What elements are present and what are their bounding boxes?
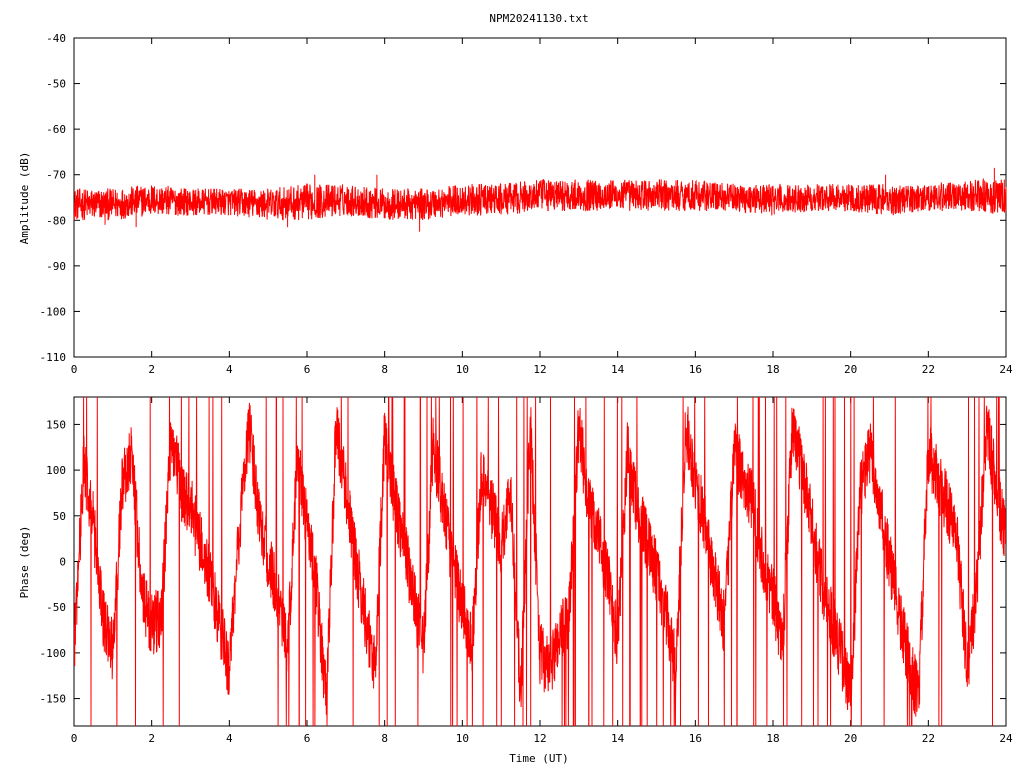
x-tick-label: 14: [611, 363, 625, 376]
x-tick-label: 0: [71, 363, 78, 376]
x-tick-label: 18: [766, 732, 779, 745]
x-tick-label: 10: [456, 363, 469, 376]
y-tick-label: -80: [46, 214, 66, 227]
x-tick-label: 4: [226, 732, 233, 745]
x-tick-label: 12: [533, 363, 546, 376]
amplitude-plot: -40-50-60-70-80-90-100-110 0 2 4 6 8 10 12 14 16…: [18, 32, 1013, 376]
y-tick-label: 150: [46, 418, 66, 431]
chart-title: NPM20241130.txt: [489, 12, 588, 25]
phase-series-line: [74, 397, 1006, 726]
amplitude-trace: [73, 167, 1007, 232]
y-tick-label: -90: [46, 260, 66, 273]
y-tick-label: -40: [46, 32, 66, 45]
phase-y-axis-label: Phase (deg): [18, 526, 31, 599]
y-tick-label: -60: [46, 123, 66, 136]
x-tick-label: 20: [844, 732, 857, 745]
amplitude-ticks: [73, 37, 1007, 358]
x-tick-label: 10: [456, 732, 469, 745]
x-tick-label: 2: [148, 363, 155, 376]
x-tick-label: 6: [304, 363, 311, 376]
x-tick-label: 24: [999, 363, 1013, 376]
x-tick-label: 16: [689, 732, 702, 745]
x-tick-label: 16: [689, 363, 702, 376]
x-axis-label: Time (UT): [509, 752, 569, 765]
amplitude-y-tick-labels: -40 -50 -60 -70 -80 -90 -100 -110: [40, 32, 67, 364]
amplitude-x-tick-labels: 0 2 4 6 8 10 12 14 16 18 20 22 24: [71, 363, 1013, 376]
x-tick-label: 14: [611, 732, 625, 745]
x-tick-label: 20: [844, 363, 857, 376]
y-tick-label: -100: [40, 305, 67, 318]
x-tick-label: 22: [922, 732, 935, 745]
y-tick-label: 0: [59, 556, 66, 569]
phase-y-tick-labels: 150 100 50 0 -50 -100 -150: [40, 418, 67, 705]
phase-x-tick-labels: 0 2 4 6 8 10 12 14 16 18 20 22 24: [71, 732, 1013, 745]
y-tick-label: -110: [40, 351, 67, 364]
amplitude-series-line: [73, 177, 1007, 221]
x-tick-label: 8: [381, 363, 388, 376]
x-tick-label: 2: [148, 732, 155, 745]
x-tick-label: 6: [304, 732, 311, 745]
y-tick-label: -50: [46, 601, 66, 614]
amplitude-y-axis-label: Amplitude (dB): [18, 152, 31, 245]
y-tick-label: -70: [46, 169, 66, 182]
x-tick-label: 8: [381, 732, 388, 745]
y-tick-label: -100: [40, 647, 67, 660]
x-tick-label: 12: [533, 732, 546, 745]
y-tick-label: 100: [46, 464, 66, 477]
y-tick-label: -150: [40, 693, 67, 706]
x-tick-label: 0: [71, 732, 78, 745]
x-tick-label: 22: [922, 363, 935, 376]
y-tick-label: 50: [53, 510, 66, 523]
x-tick-label: 24: [999, 732, 1013, 745]
x-tick-label: 4: [226, 363, 233, 376]
x-tick-label: 18: [766, 363, 779, 376]
phase-trace: [74, 397, 1006, 726]
y-tick-label: -50: [46, 78, 66, 91]
